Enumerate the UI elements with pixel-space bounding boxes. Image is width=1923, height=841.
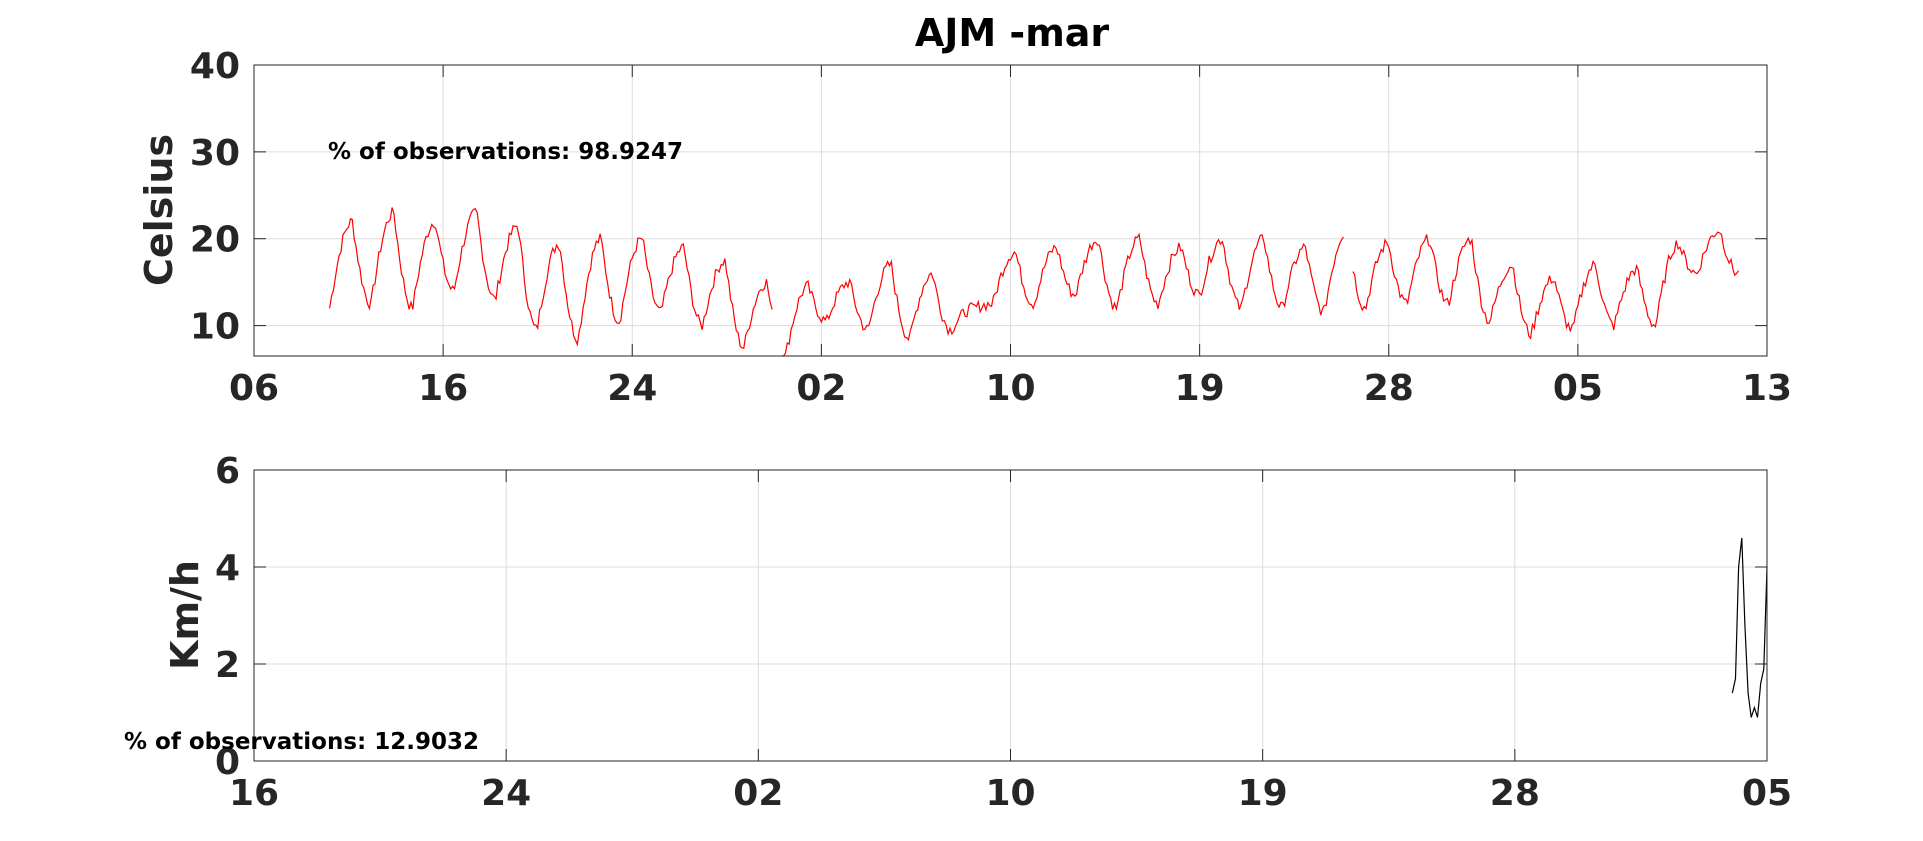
wind-x-tick-label: 02 — [733, 773, 783, 814]
temperature-x-tick-label: 28 — [1364, 368, 1414, 409]
wind-x-tick-label: 05 — [1742, 773, 1792, 814]
temperature-y-tick-label: 10 — [190, 307, 240, 348]
temperature-y-tick-label: 20 — [190, 220, 240, 261]
wind-y-tick-label: 4 — [215, 548, 240, 589]
temperature-x-tick-label: 19 — [1175, 368, 1225, 409]
wind-x-tick-label: 16 — [229, 773, 279, 814]
wind-y-axis-label: Km/h — [163, 560, 207, 670]
temperature-y-tick-label: 30 — [190, 133, 240, 174]
temperature-series-line — [329, 207, 773, 350]
temperature-panel: 06 16 24 02 10 19 28 05 13 10 20 30 40 Celsius % of … — [137, 46, 1792, 409]
wind-x-tick-label: 28 — [1490, 773, 1540, 814]
wind-y-tick-label: 0 — [215, 742, 240, 783]
temperature-x-tick-label: 24 — [607, 368, 657, 409]
wind-x-tick-label: 19 — [1238, 773, 1288, 814]
temperature-x-tick-label: 16 — [418, 368, 468, 409]
temperature-observations-annotation: % of observations: 98.9247 — [328, 139, 683, 165]
chart-title: AJM -mar — [915, 11, 1110, 55]
temperature-x-tick-label: 06 — [229, 368, 279, 409]
temperature-series-line — [1352, 231, 1740, 340]
wind-y-tick-label: 2 — [215, 645, 240, 686]
wind-observations-annotation: % of observations: 12.9032 — [124, 729, 479, 755]
temperature-y-tick-label: 40 — [190, 46, 240, 87]
temperature-x-tick-label: 05 — [1553, 368, 1603, 409]
temperature-x-tick-label: 10 — [985, 368, 1035, 409]
wind-x-tick-label: 10 — [985, 773, 1035, 814]
wind-y-tick-label: 6 — [215, 451, 240, 492]
temperature-series-line — [781, 232, 1344, 357]
temperature-x-tick-label: 13 — [1742, 368, 1792, 409]
wind-series-line — [1731, 537, 1768, 718]
temperature-x-tick-label: 02 — [796, 368, 846, 409]
wind-x-tick-label: 24 — [481, 773, 531, 814]
temperature-y-axis-label: Celsius — [137, 134, 181, 286]
